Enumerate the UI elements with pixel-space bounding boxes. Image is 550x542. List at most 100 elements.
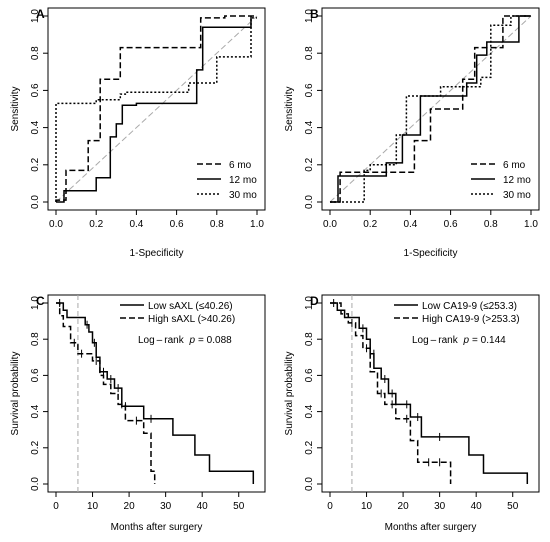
y-tick-label: 0.0 — [30, 477, 41, 491]
legend: Low sAXL (≤40.26) High sAXL (>40.26) — [116, 296, 264, 326]
panel-d: D 0 10 20 30 40 50 0.0 0.2 0.4 0.6 0.8 1.0 Months aft… — [284, 294, 540, 533]
x-tick-label: 1.0 — [250, 219, 264, 230]
y-tick-label: 0.2 — [30, 157, 41, 171]
y-axis-title: Survival probability — [10, 352, 21, 436]
legend-label: 30 mo — [229, 190, 257, 201]
x-tick-label: 0.6 — [444, 219, 458, 230]
annotation-value: = 0.144 — [472, 335, 506, 346]
y-tick-label: 0.8 — [30, 332, 41, 346]
panel-b: B 0.0 0.2 0.4 0.6 0.8 1.0 0.0 0.2 0.4 0.6 0.8 1.0 1-S… — [284, 7, 540, 259]
x-tick-label: 0.0 — [323, 219, 337, 230]
x-tick-label: 20 — [398, 501, 410, 512]
x-tick-label: 50 — [233, 501, 245, 512]
series-line-2 — [55, 17, 257, 202]
legend-label: High sAXL (>40.26) — [148, 314, 235, 325]
x-tick-label: 0.4 — [403, 219, 417, 230]
annotation-prefix: Log – rank — [138, 335, 186, 346]
logrank-annotation: Log – rank p = 0.144 — [412, 335, 506, 346]
legend: 6 mo 12 mo 30 mo — [197, 160, 257, 201]
panel-label: A — [36, 7, 45, 21]
y-axis-title: Sensitivity — [10, 86, 21, 131]
legend-label: 6 mo — [229, 160, 252, 171]
x-tick-label: 0.6 — [170, 219, 184, 230]
x-tick-label: 1.0 — [524, 219, 538, 230]
series-line-0 — [330, 302, 529, 484]
x-tick-label: 0 — [327, 501, 333, 512]
series-line-2 — [330, 15, 531, 203]
panel-label: C — [36, 294, 45, 308]
legend-label: 12 mo — [229, 175, 257, 186]
x-axis-title: Months after surgery — [111, 522, 203, 533]
y-tick-label: 0.2 — [304, 440, 315, 454]
legend-label: 30 mo — [503, 190, 531, 201]
panel-a: A 0.0 0.2 0.4 0.6 0.8 1.0 0.0 0.2 0.4 0.6 0.8 1.0 1-S… — [10, 7, 266, 259]
y-tick-label: 0.4 — [304, 120, 315, 134]
x-tick-label: 0.2 — [89, 219, 103, 230]
x-tick-label: 0.2 — [363, 219, 377, 230]
y-axis-title: Survival probability — [284, 352, 295, 436]
y-axis-title: Sensitivity — [284, 86, 295, 131]
diagonal-reference-line — [55, 15, 258, 203]
series-line-1 — [56, 302, 156, 484]
annotation-value: = 0.088 — [198, 335, 232, 346]
x-axis-title: Months after surgery — [385, 522, 477, 533]
x-tick-label: 30 — [160, 501, 172, 512]
y-tick-label: 1.0 — [30, 9, 41, 23]
y-tick-label: 0.6 — [30, 368, 41, 382]
legend-label: High CA19-9 (>253.3) — [422, 314, 520, 325]
panel-label: B — [310, 7, 319, 21]
legend: 6 mo 12 mo 30 mo — [471, 160, 531, 201]
legend-background — [390, 296, 538, 326]
panel-c: C 0 10 20 30 40 50 0.0 0.2 0.4 0.6 0.8 1.0 Months aft… — [10, 294, 266, 533]
plot-frame — [47, 7, 266, 211]
annotation-p: p — [188, 335, 195, 346]
y-tick-label: 0.6 — [304, 83, 315, 97]
legend-label: Low sAXL (≤40.26) — [148, 301, 233, 312]
y-tick-label: 1.0 — [304, 296, 315, 310]
x-tick-label: 40 — [197, 501, 209, 512]
y-tick-label: 0.4 — [30, 120, 41, 134]
series-line-0 — [330, 15, 531, 203]
x-axis-title: 1-Specificity — [130, 248, 184, 259]
legend: Low CA19-9 (≤253.3) High CA19-9 (>253.3) — [390, 296, 538, 326]
y-tick-label: 1.0 — [30, 296, 41, 310]
plot-frame — [321, 294, 540, 493]
x-tick-label: 0.8 — [210, 219, 224, 230]
x-axis-title: 1-Specificity — [404, 248, 458, 259]
x-tick-label: 40 — [471, 501, 483, 512]
y-tick-label: 0.4 — [304, 404, 315, 418]
plot-frame — [321, 7, 540, 211]
y-tick-label: 0.8 — [304, 332, 315, 346]
x-tick-label: 50 — [507, 501, 519, 512]
y-tick-label: 0.4 — [30, 404, 41, 418]
x-tick-label: 0.4 — [129, 219, 143, 230]
x-tick-label: 10 — [87, 501, 99, 512]
y-tick-label: 0.6 — [304, 368, 315, 382]
series-line-0 — [56, 302, 255, 484]
legend-background — [116, 296, 264, 326]
legend-label: Low CA19-9 (≤253.3) — [422, 301, 517, 312]
series-line-1 — [330, 15, 531, 203]
y-tick-label: 1.0 — [304, 9, 315, 23]
y-tick-label: 0.2 — [30, 440, 41, 454]
legend-label: 12 mo — [503, 175, 531, 186]
plot-frame — [47, 294, 266, 493]
x-tick-label: 20 — [124, 501, 136, 512]
legend-label: 6 mo — [503, 160, 526, 171]
y-tick-label: 0.8 — [30, 46, 41, 60]
x-tick-label: 0.8 — [484, 219, 498, 230]
annotation-prefix: Log – rank — [412, 335, 460, 346]
x-tick-label: 10 — [361, 501, 373, 512]
x-tick-label: 0 — [53, 501, 59, 512]
x-tick-label: 0.0 — [49, 219, 63, 230]
y-tick-label: 0.0 — [304, 477, 315, 491]
series-line-1 — [56, 16, 252, 203]
y-tick-label: 0.0 — [304, 195, 315, 209]
y-tick-label: 0.2 — [304, 157, 315, 171]
x-tick-label: 30 — [434, 501, 446, 512]
panel-label: D — [310, 294, 319, 308]
y-tick-label: 0.8 — [304, 46, 315, 60]
y-tick-label: 0.0 — [30, 195, 41, 209]
annotation-p: p — [462, 335, 469, 346]
